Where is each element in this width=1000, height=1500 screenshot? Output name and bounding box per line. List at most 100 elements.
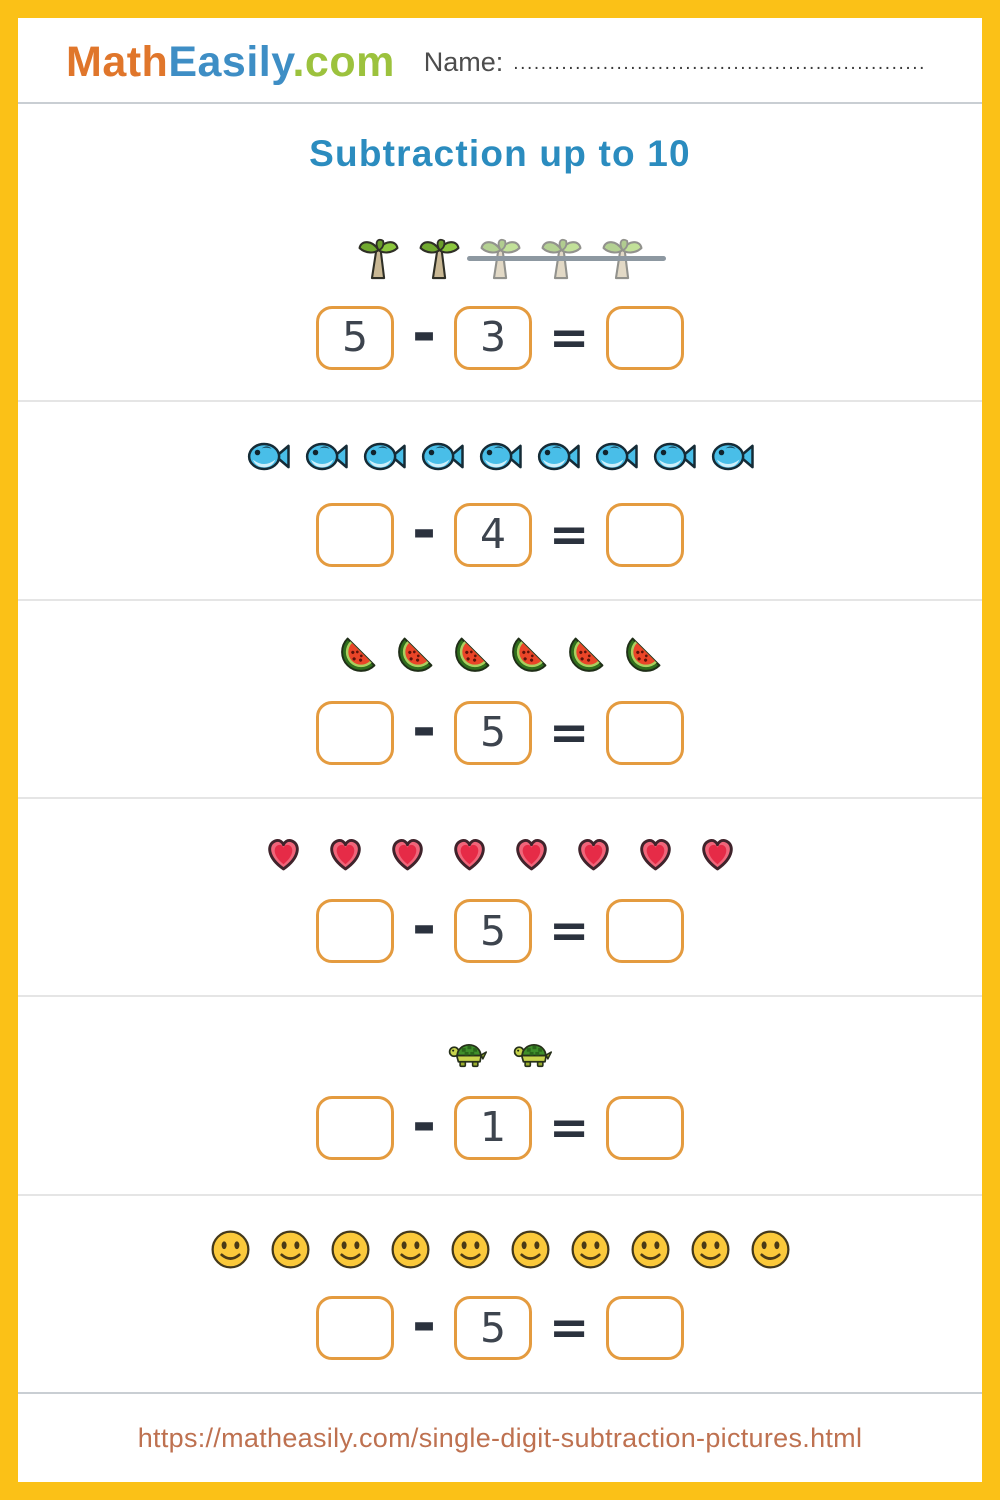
emoji-group xyxy=(444,1031,556,1072)
fish-icon xyxy=(475,434,526,479)
result-box[interactable] xyxy=(606,1095,684,1160)
problem-row-turtle: - 1 = xyxy=(18,997,982,1196)
page-title: Subtraction up to 10 xyxy=(309,133,691,174)
heart-icon xyxy=(384,831,431,875)
fish-icon xyxy=(649,434,700,479)
result-box[interactable] xyxy=(606,1296,684,1361)
header: MathEasily.com Name: ...................… xyxy=(18,18,982,104)
subtrahend-value: 5 xyxy=(479,906,507,955)
watermelon-icon xyxy=(450,633,494,677)
minus-sign: - xyxy=(411,495,437,564)
smiley-icon xyxy=(208,1227,253,1272)
fish-icon xyxy=(301,434,352,479)
minuend-box[interactable] xyxy=(316,700,394,765)
emoji-group xyxy=(208,1227,793,1272)
equals-sign: = xyxy=(549,1300,590,1357)
emoji-row xyxy=(336,633,665,677)
fish-icon xyxy=(533,434,584,479)
name-field-area: Name: ..................................… xyxy=(424,47,926,78)
equation: 5 - 3 = xyxy=(316,298,684,370)
smiley-icon xyxy=(448,1227,493,1272)
smiley-icon xyxy=(508,1227,553,1272)
heart-icon xyxy=(570,831,617,875)
palm-tree-icon xyxy=(416,235,463,282)
emoji-row xyxy=(260,831,741,875)
subtrahend-value: 4 xyxy=(479,510,507,559)
turtle-icon xyxy=(444,1031,491,1072)
name-fill-in-line[interactable]: ........................................… xyxy=(513,52,926,74)
minuend-value: 5 xyxy=(341,313,369,362)
minuend-box[interactable] xyxy=(316,1296,394,1361)
minus-sign: - xyxy=(411,298,437,367)
watermelon-icon xyxy=(393,633,437,677)
footer-url-link[interactable]: https://matheasily.com/single-digit-subt… xyxy=(137,1422,863,1453)
equation: - 5 = xyxy=(316,892,684,964)
minus-sign: - xyxy=(411,1088,437,1157)
problem-row-palm-tree: 5 - 3 = xyxy=(18,204,982,403)
result-box[interactable] xyxy=(606,899,684,964)
subtrahend-box: 5 xyxy=(454,899,532,964)
equals-sign: = xyxy=(549,506,590,563)
heart-icon xyxy=(446,831,493,875)
subtrahend-value: 5 xyxy=(479,1303,507,1352)
result-box[interactable] xyxy=(606,305,684,370)
turtle-icon xyxy=(509,1031,556,1072)
smiley-icon xyxy=(268,1227,313,1272)
equation: - 1 = xyxy=(316,1088,684,1160)
heart-icon xyxy=(508,831,555,875)
smiley-icon xyxy=(748,1227,793,1272)
minuend-box[interactable] xyxy=(316,1095,394,1160)
subtrahend-box: 4 xyxy=(454,502,532,567)
equals-sign: = xyxy=(549,903,590,960)
fish-icon xyxy=(591,434,642,479)
subtrahend-box: 1 xyxy=(454,1095,532,1160)
result-box[interactable] xyxy=(606,700,684,765)
smiley-icon xyxy=(568,1227,613,1272)
minuend-box[interactable] xyxy=(316,502,394,567)
palm-tree-icon xyxy=(599,235,646,282)
palm-tree-icon xyxy=(355,235,402,282)
subtrahend-value: 1 xyxy=(479,1103,507,1152)
minus-sign: - xyxy=(411,693,437,762)
problems: 5 - 3 = - 4 = - 5 = xyxy=(18,204,982,1394)
emoji-group xyxy=(355,235,463,282)
minus-sign: - xyxy=(411,1289,437,1358)
emoji-row xyxy=(355,235,666,282)
subtrahend-value: 3 xyxy=(479,313,507,362)
emoji-row xyxy=(444,1031,556,1072)
problem-row-smiley: - 5 = xyxy=(18,1196,982,1394)
smiley-icon xyxy=(388,1227,433,1272)
palm-tree-icon xyxy=(477,235,524,282)
emoji-row xyxy=(243,434,758,479)
problem-row-heart: - 5 = xyxy=(18,799,982,998)
watermelon-icon xyxy=(621,633,665,677)
equals-sign: = xyxy=(549,704,590,761)
fish-icon xyxy=(707,434,758,479)
logo-part-easily: Easily xyxy=(168,37,293,86)
site-logo: MathEasily.com xyxy=(66,38,395,87)
minuend-box[interactable] xyxy=(316,899,394,964)
palm-tree-icon xyxy=(538,235,585,282)
title-row: Subtraction up to 10 xyxy=(18,104,982,204)
result-box[interactable] xyxy=(606,502,684,567)
equals-sign: = xyxy=(549,1099,590,1156)
heart-icon xyxy=(694,831,741,875)
fish-icon xyxy=(417,434,468,479)
minus-sign: - xyxy=(411,892,437,961)
heart-icon xyxy=(322,831,369,875)
problem-row-watermelon: - 5 = xyxy=(18,601,982,799)
smiley-icon xyxy=(328,1227,373,1272)
subtrahend-box: 3 xyxy=(454,305,532,370)
watermelon-icon xyxy=(336,633,380,677)
fish-icon xyxy=(243,434,294,479)
equation: - 5 = xyxy=(316,1289,684,1361)
watermelon-icon xyxy=(507,633,551,677)
problem-row-fish: - 4 = xyxy=(18,402,982,601)
emoji-group xyxy=(336,633,665,677)
equation: - 5 = xyxy=(316,693,684,765)
fish-icon xyxy=(359,434,410,479)
logo-part-math: Math xyxy=(66,37,169,86)
name-label: Name: xyxy=(423,46,504,77)
subtrahend-value: 5 xyxy=(479,708,507,757)
heart-icon xyxy=(260,831,307,875)
